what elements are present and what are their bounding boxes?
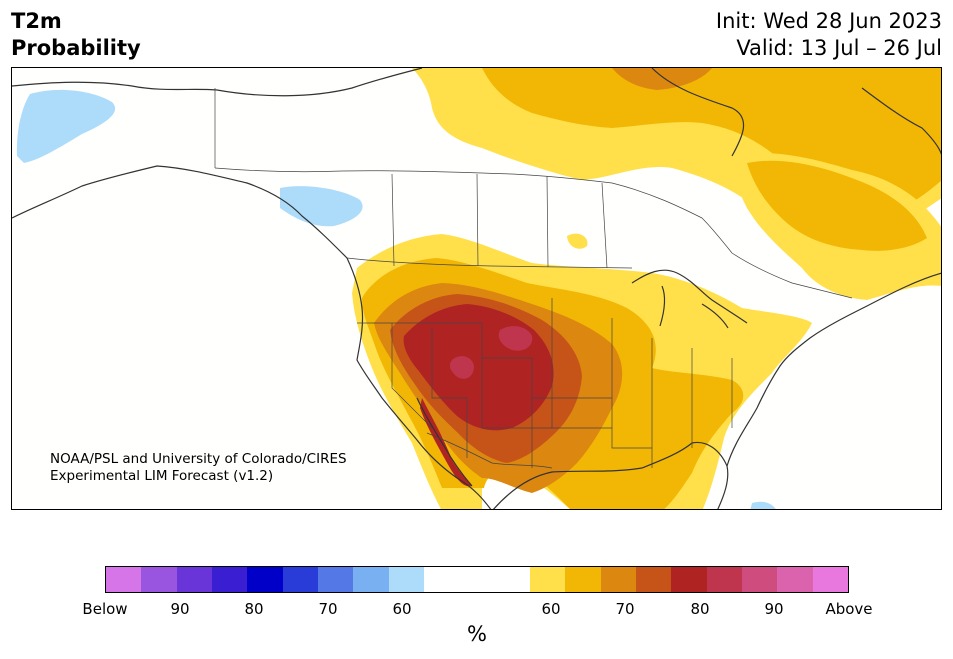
colorbar-tick-below-80: 80 — [244, 600, 264, 618]
colorbar-tick-below-70: 70 — [318, 600, 338, 618]
map-credit: NOAA/PSL and University of Colorado/CIRE… — [50, 451, 347, 485]
colorbar-above-95 — [812, 567, 848, 592]
colorbar-above-60 — [565, 567, 601, 592]
colorbar-below-60 — [353, 567, 389, 592]
colorbar-tick-below-60: 60 — [392, 600, 412, 618]
colorbar-tick-above-80: 80 — [690, 600, 710, 618]
colorbar-below-80 — [211, 567, 248, 592]
colorbar-above-80 — [706, 567, 742, 592]
colorbar-tick-above-70: 70 — [615, 600, 635, 618]
credit-line-2: Experimental LIM Forecast (v1.2) — [50, 468, 274, 484]
political-borders — [214, 88, 853, 469]
colorbar-above-70 — [635, 567, 672, 592]
colorbar-below-95 — [106, 567, 142, 592]
above-80-region-colorado — [498, 326, 533, 351]
colorbar-neutral — [423, 567, 530, 592]
above-75-region-baja — [420, 398, 472, 487]
colorbar-above-85 — [741, 567, 778, 592]
map-canvas — [12, 68, 941, 509]
map-title-line1: T2m — [11, 9, 62, 33]
above-80-region-utah — [449, 356, 474, 379]
init-date: Init: Wed 28 Jun 2023 — [715, 9, 942, 33]
above-55-region-ontario-blob — [567, 233, 588, 249]
map-title-line2: Probability — [11, 36, 141, 60]
map-title: T2m Probability — [11, 8, 141, 62]
colorbar-unit: % — [467, 622, 487, 646]
colorbar-tick-below: Below — [82, 600, 128, 618]
colorbar-below-90 — [141, 567, 177, 592]
valid-dates: Valid: 13 Jul – 26 Jul — [736, 36, 942, 60]
colorbar-tick-above-90: 90 — [764, 600, 784, 618]
colorbar-above-65 — [600, 567, 636, 592]
below-normal-region-nw-canada — [280, 186, 363, 227]
coastlines — [12, 68, 941, 509]
below-normal-region-alaska — [16, 89, 116, 163]
forecast-dates: Init: Wed 28 Jun 2023 Valid: 13 Jul – 26… — [716, 8, 942, 62]
north-america-map: NOAA/PSL and University of Colorado/CIRE… — [11, 67, 942, 510]
colorbar-above-55 — [529, 567, 566, 592]
colorbar-below-55 — [388, 567, 424, 592]
colorbar-below-85 — [176, 567, 212, 592]
colorbar-above-75 — [671, 567, 707, 592]
colorbar-tick-above: Above — [825, 600, 873, 618]
probability-colorbar — [105, 566, 849, 593]
below-normal-region-gulf — [750, 501, 776, 509]
colorbar-tick-below-90: 90 — [170, 600, 190, 618]
credit-line-1: NOAA/PSL and University of Colorado/CIRE… — [50, 451, 347, 467]
colorbar-above-90 — [777, 567, 813, 592]
colorbar-below-70 — [282, 567, 318, 592]
above-60-region-quebec — [747, 160, 927, 251]
above-65-region-arctic — [612, 68, 712, 90]
colorbar-below-75 — [247, 567, 283, 592]
colorbar-tick-above-60: 60 — [541, 600, 561, 618]
colorbar-below-65 — [317, 567, 354, 592]
